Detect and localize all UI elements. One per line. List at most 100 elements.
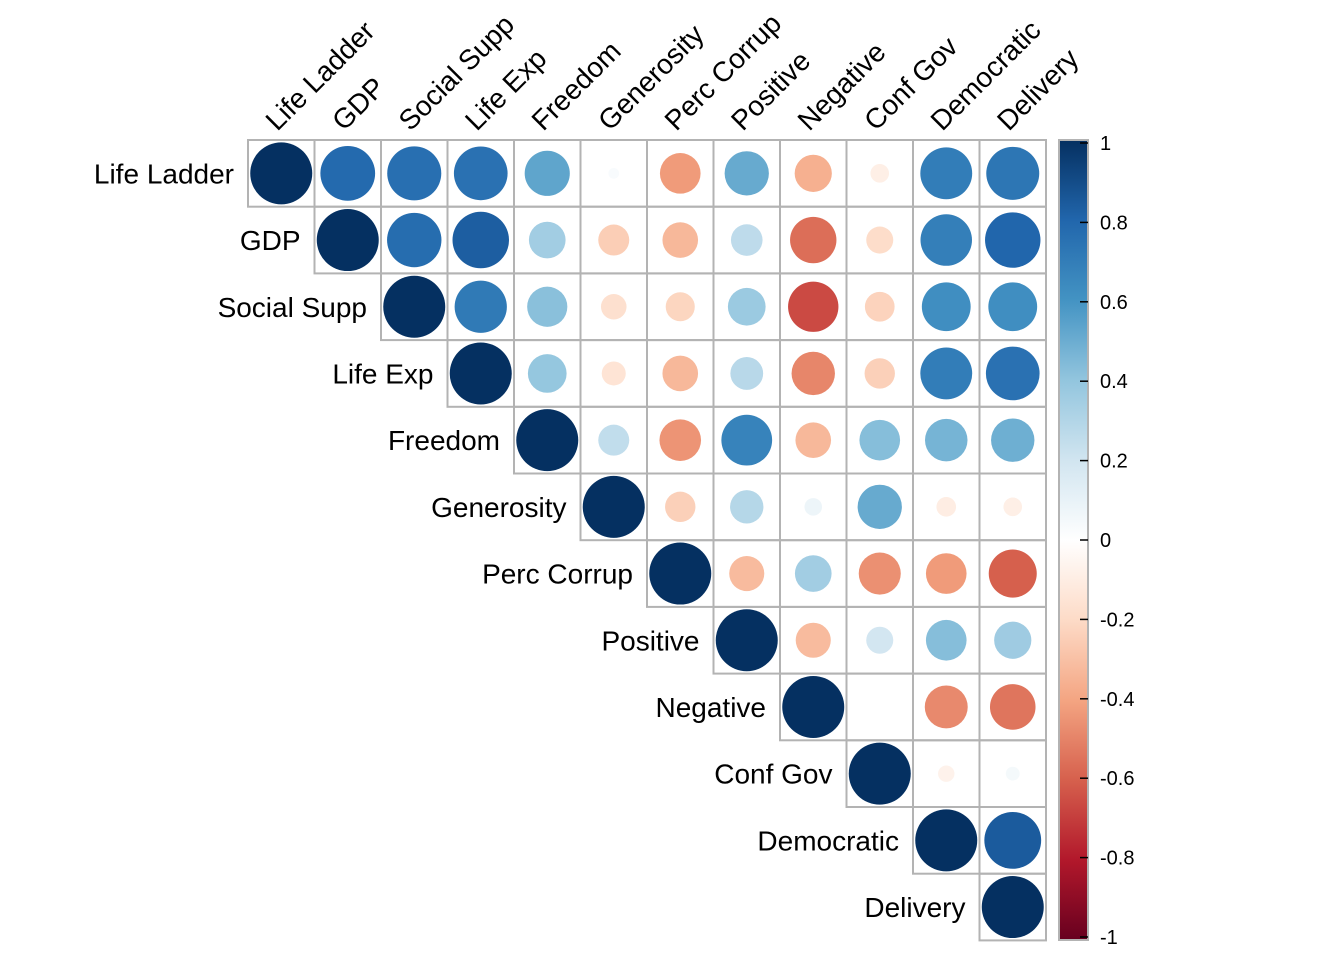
corr-circle-social-supp-life-exp — [454, 280, 507, 333]
corr-circle-generosity-negative — [804, 498, 823, 516]
corr-circle-perc-corrup-positive — [729, 556, 765, 592]
row-label-negative: Negative — [655, 692, 766, 723]
row-label-perc-corrup: Perc Corrup — [482, 559, 633, 590]
corr-circle-democratic-democratic — [915, 809, 978, 872]
corr-circle-conf-gov-democratic — [938, 765, 955, 782]
corr-circle-perc-corrup-delivery — [988, 549, 1037, 598]
corr-circle-life-ladder-life-exp — [453, 146, 508, 201]
corr-circle-freedom-freedom — [516, 409, 579, 472]
corr-circle-conf-gov-conf-gov — [848, 742, 911, 805]
corr-circle-positive-delivery — [994, 621, 1032, 659]
colorbar-tick-label: 0.8 — [1100, 212, 1128, 234]
corr-circle-social-supp-perc-corrup — [665, 292, 695, 322]
corr-circle-negative-democratic — [924, 685, 968, 729]
corr-circle-delivery-delivery — [981, 876, 1044, 939]
corr-circle-freedom-perc-corrup — [659, 419, 702, 461]
colorbar-tick-label: 0.4 — [1100, 371, 1128, 393]
corr-circle-perc-corrup-democratic — [925, 553, 967, 594]
corr-circle-gdp-delivery — [985, 212, 1041, 268]
corr-circle-freedom-conf-gov — [859, 419, 901, 461]
corr-circle-life-exp-delivery — [985, 346, 1040, 401]
corr-circle-social-supp-delivery — [988, 282, 1038, 332]
row-labels: Life Ladder GDP Social Supp Life Exp Freedom… — [94, 158, 966, 923]
corr-circle-perc-corrup-negative — [794, 555, 832, 592]
colorbar-tick-label: -0.6 — [1100, 768, 1134, 790]
corr-circle-gdp-perc-corrup — [662, 222, 699, 258]
corr-circle-freedom-negative — [795, 422, 832, 458]
corr-circle-generosity-perc-corrup — [665, 491, 696, 523]
corr-circle-positive-democratic — [925, 619, 967, 661]
colorbar-tick-label: 1 — [1100, 133, 1111, 155]
row-label-delivery: Delivery — [864, 892, 965, 923]
corr-circle-life-exp-generosity — [601, 361, 626, 386]
corr-circle-gdp-democratic — [920, 214, 973, 266]
corr-circle-positive-negative — [795, 622, 831, 658]
corr-circle-life-ladder-generosity — [608, 167, 620, 179]
corr-circle-gdp-negative — [790, 216, 837, 264]
corr-circle-freedom-positive — [721, 414, 773, 466]
corr-circle-life-ladder-delivery — [986, 146, 1040, 200]
corr-circle-life-ladder-positive — [724, 151, 769, 196]
corr-circle-freedom-democratic — [924, 418, 968, 462]
corr-circle-democratic-delivery — [984, 811, 1042, 869]
corr-circle-generosity-democratic — [936, 497, 957, 517]
colorbar-tick-label: 0 — [1100, 530, 1111, 552]
corr-circle-gdp-generosity — [598, 224, 630, 256]
corr-circle-life-ladder-freedom — [524, 150, 570, 196]
corr-circle-social-supp-freedom — [527, 286, 568, 327]
corr-circle-perc-corrup-perc-corrup — [649, 542, 712, 605]
corr-circle-freedom-delivery — [991, 418, 1035, 462]
colorbar-tick-label: -0.4 — [1100, 689, 1134, 711]
corr-circle-life-exp-freedom — [527, 354, 567, 393]
row-label-freedom: Freedom — [388, 425, 500, 456]
corr-circle-life-ladder-perc-corrup — [659, 153, 701, 194]
corr-circle-negative-delivery — [989, 684, 1036, 730]
colorbar-tick-label: 0.2 — [1100, 451, 1128, 473]
row-label-gdp: GDP — [240, 225, 301, 256]
cell-negative-conf-gov — [845, 672, 914, 742]
corr-circle-gdp-life-exp — [452, 211, 509, 269]
corr-circle-freedom-generosity — [598, 424, 630, 456]
corr-circle-life-ladder-negative — [794, 154, 832, 192]
corr-circle-life-exp-perc-corrup — [662, 355, 699, 392]
corr-circle-gdp-social-supp — [387, 212, 442, 268]
corr-circle-life-exp-conf-gov — [864, 358, 895, 389]
circle-layer — [250, 142, 1044, 939]
corr-circle-perc-corrup-conf-gov — [858, 552, 901, 595]
corr-circle-social-supp-social-supp — [383, 275, 446, 338]
corr-circle-life-ladder-gdp — [320, 145, 376, 201]
corr-circle-life-ladder-life-ladder — [250, 142, 313, 205]
corr-circle-gdp-conf-gov — [866, 226, 894, 254]
cell-grid — [247, 139, 1047, 942]
corr-circle-positive-conf-gov — [866, 626, 894, 654]
row-label-life-ladder: Life Ladder — [94, 158, 234, 189]
corr-circle-gdp-gdp — [316, 209, 379, 272]
corr-circle-generosity-conf-gov — [857, 484, 902, 529]
corr-circle-social-supp-conf-gov — [864, 291, 895, 322]
row-label-social-supp: Social Supp — [218, 292, 367, 323]
corr-circle-generosity-generosity — [582, 475, 645, 538]
corr-circle-positive-positive — [715, 609, 778, 672]
cell-delivery-delivery — [978, 872, 1047, 942]
corr-circle-social-supp-generosity — [600, 293, 627, 320]
colorbar-tick-label: -1 — [1100, 927, 1118, 949]
row-label-democratic: Democratic — [757, 825, 899, 856]
corr-circle-life-exp-democratic — [920, 347, 973, 400]
corr-circle-generosity-positive — [730, 490, 764, 524]
corr-circle-gdp-positive — [730, 224, 763, 256]
corr-circle-life-exp-negative — [791, 351, 835, 396]
corr-circle-negative-negative — [782, 675, 845, 738]
corr-circle-social-supp-negative — [788, 281, 839, 332]
corr-circle-social-supp-democratic — [921, 282, 971, 332]
row-label-life-exp: Life Exp — [332, 358, 433, 389]
colorbar-tick-label: 0.6 — [1100, 292, 1128, 314]
corr-circle-life-ladder-social-supp — [387, 146, 442, 201]
row-label-generosity: Generosity — [431, 492, 566, 523]
row-label-conf-gov: Conf Gov — [714, 759, 832, 790]
corr-circle-life-exp-positive — [730, 357, 764, 390]
corr-circle-life-ladder-democratic — [920, 147, 973, 200]
corr-circle-life-ladder-conf-gov — [870, 164, 890, 183]
corr-circle-conf-gov-delivery — [1005, 766, 1020, 781]
